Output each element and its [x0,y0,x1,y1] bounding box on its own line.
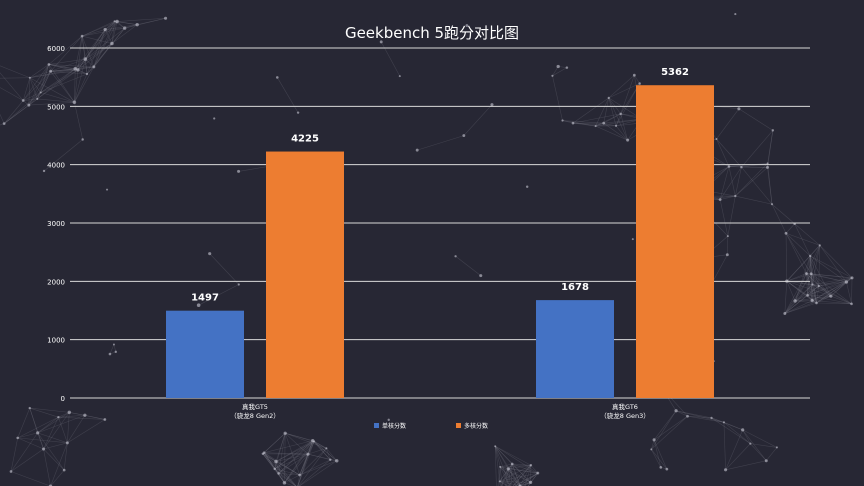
legend-swatch [374,423,379,428]
y-tick-label: 0 [61,395,65,403]
bar-0-0 [166,310,244,398]
data-label: 1497 [191,293,219,304]
chart-title: Geekbench 5跑分对比图 [344,24,520,42]
legend-swatch [456,423,461,428]
legend-label: 单核分数 [382,422,406,430]
y-tick-label: 4000 [47,162,65,170]
bar-1-1 [636,85,714,398]
y-tick-label: 2000 [47,278,65,286]
bar-0-1 [536,300,614,398]
x-category-sublabel: （骁龙8 Gen2） [230,411,280,420]
data-label: 5362 [661,67,689,78]
y-tick-label: 1000 [47,337,65,345]
x-category-sublabel: （骁龙8 Gen3） [600,411,650,420]
x-category-label: 真我GT5 [242,402,268,411]
legend-label: 多核分数 [464,422,488,430]
bar-1-0 [266,151,344,398]
y-tick-label: 6000 [47,45,65,53]
data-label: 1678 [561,282,589,293]
x-category-label: 真我GT6 [612,402,638,411]
y-tick-label: 3000 [47,220,65,228]
data-label: 4225 [291,134,319,145]
y-tick-label: 5000 [47,103,65,111]
